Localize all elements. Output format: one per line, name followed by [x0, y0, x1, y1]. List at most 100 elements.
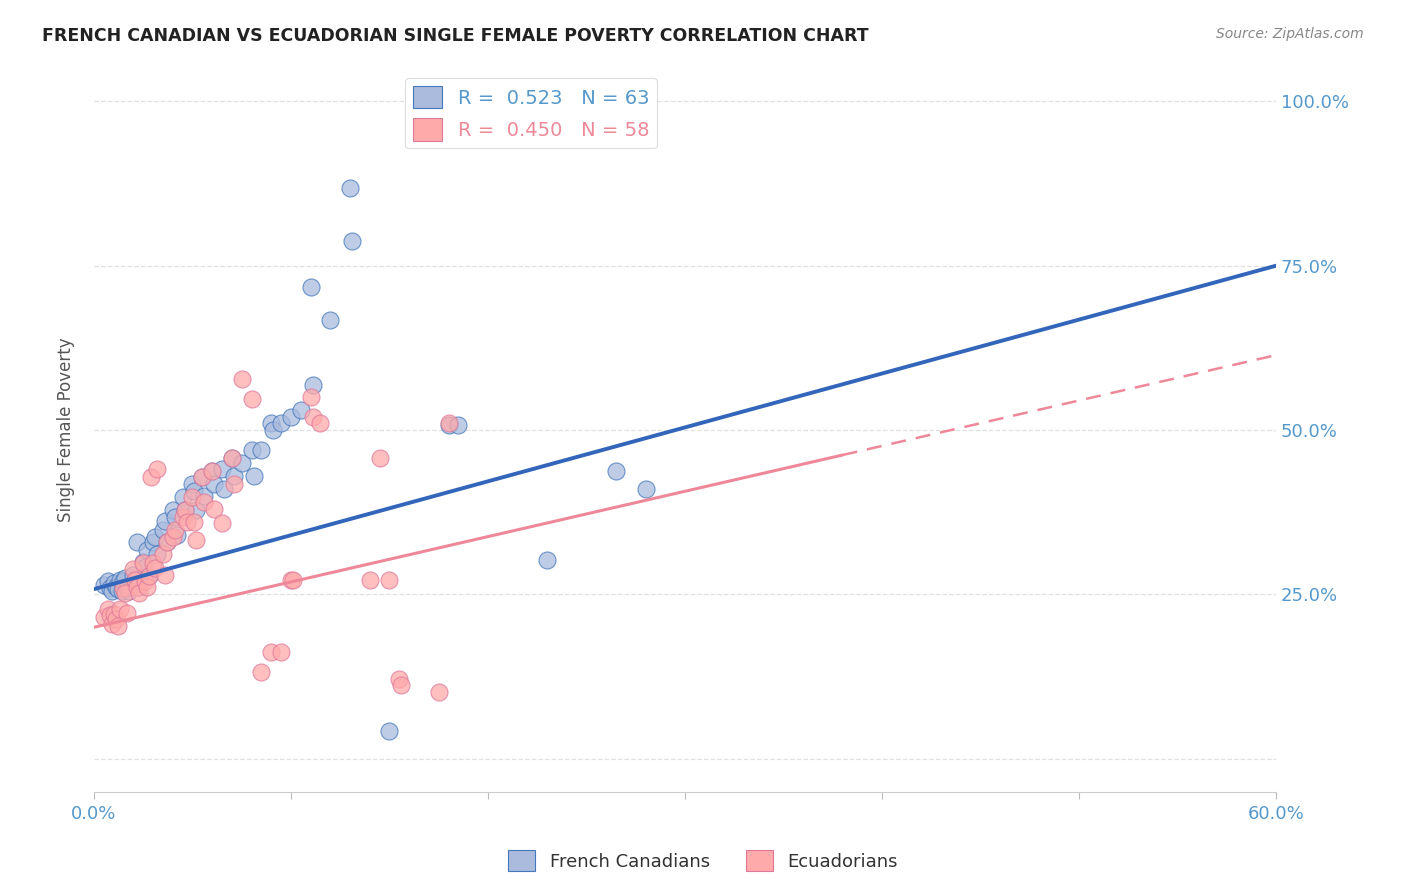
Point — [359, 573, 381, 587]
Point — [173, 503, 195, 517]
Point — [173, 503, 195, 517]
Point — [378, 573, 401, 587]
Point — [112, 581, 135, 595]
Point — [201, 464, 224, 478]
Point — [437, 417, 460, 432]
Text: Source: ZipAtlas.com: Source: ZipAtlas.com — [1216, 27, 1364, 41]
Point — [162, 530, 184, 544]
Point — [202, 477, 225, 491]
Point — [98, 608, 121, 623]
Point — [191, 470, 214, 484]
Point — [270, 645, 292, 659]
Point — [250, 665, 273, 679]
Point — [202, 502, 225, 516]
Point — [270, 417, 292, 431]
Point — [107, 582, 129, 596]
Point — [128, 580, 150, 594]
Point — [136, 542, 159, 557]
Point — [437, 417, 460, 431]
Point — [176, 515, 198, 529]
Point — [117, 606, 139, 620]
Legend: R =  0.523   N = 63, R =  0.450   N = 58: R = 0.523 N = 63, R = 0.450 N = 58 — [405, 78, 657, 148]
Point — [201, 464, 224, 478]
Point — [221, 450, 243, 465]
Point — [186, 533, 208, 548]
Point — [128, 586, 150, 600]
Point — [114, 586, 136, 600]
Point — [103, 575, 125, 590]
Point — [124, 573, 146, 587]
Point — [340, 234, 363, 248]
Point — [142, 556, 165, 570]
Point — [193, 495, 215, 509]
Point — [104, 580, 127, 594]
Point — [98, 581, 121, 595]
Point — [181, 490, 204, 504]
Point — [103, 607, 125, 621]
Point — [107, 619, 129, 633]
Point — [146, 547, 169, 561]
Point — [127, 580, 149, 594]
Point — [166, 528, 188, 542]
Point — [211, 516, 233, 531]
Point — [240, 392, 263, 406]
Point — [222, 469, 245, 483]
Point — [104, 612, 127, 626]
Point — [260, 645, 283, 659]
Point — [240, 442, 263, 457]
Point — [152, 523, 174, 537]
Point — [447, 417, 470, 432]
Point — [172, 490, 194, 504]
Point — [163, 509, 186, 524]
Point — [163, 523, 186, 537]
Point — [634, 482, 657, 496]
Point — [153, 567, 176, 582]
Point — [139, 470, 162, 484]
Point — [260, 417, 283, 431]
Point — [134, 574, 156, 589]
Point — [309, 417, 332, 431]
Text: FRENCH CANADIAN VS ECUADORIAN SINGLE FEMALE POVERTY CORRELATION CHART: FRENCH CANADIAN VS ECUADORIAN SINGLE FEM… — [42, 27, 869, 45]
Point — [110, 584, 132, 599]
Point — [124, 573, 146, 587]
Point — [156, 534, 179, 549]
Point — [100, 584, 122, 599]
Point — [242, 469, 264, 483]
Point — [212, 482, 235, 496]
Point — [108, 602, 131, 616]
Point — [262, 423, 284, 437]
Point — [281, 573, 304, 587]
Point — [138, 569, 160, 583]
Point — [378, 724, 401, 739]
Legend: French Canadians, Ecuadorians: French Canadians, Ecuadorians — [501, 843, 905, 879]
Point — [127, 534, 149, 549]
Point — [183, 515, 205, 529]
Point — [231, 456, 253, 470]
Point — [132, 556, 155, 570]
Point — [142, 534, 165, 549]
Point — [172, 509, 194, 524]
Point — [114, 571, 136, 585]
Point — [339, 181, 361, 195]
Point — [605, 464, 627, 478]
Point — [122, 567, 145, 582]
Point — [153, 514, 176, 528]
Point — [100, 617, 122, 632]
Point — [112, 574, 135, 589]
Point — [301, 378, 323, 392]
Point — [221, 450, 243, 465]
Point — [280, 409, 302, 424]
Point — [299, 279, 322, 293]
Point — [299, 390, 322, 404]
Y-axis label: Single Female Poverty: Single Female Poverty — [58, 338, 75, 523]
Point — [117, 581, 139, 595]
Point — [122, 562, 145, 576]
Point — [389, 678, 412, 692]
Point — [146, 462, 169, 476]
Point — [250, 442, 273, 457]
Point — [143, 561, 166, 575]
Point — [536, 553, 558, 567]
Point — [97, 574, 120, 589]
Point — [231, 372, 253, 386]
Point — [156, 534, 179, 549]
